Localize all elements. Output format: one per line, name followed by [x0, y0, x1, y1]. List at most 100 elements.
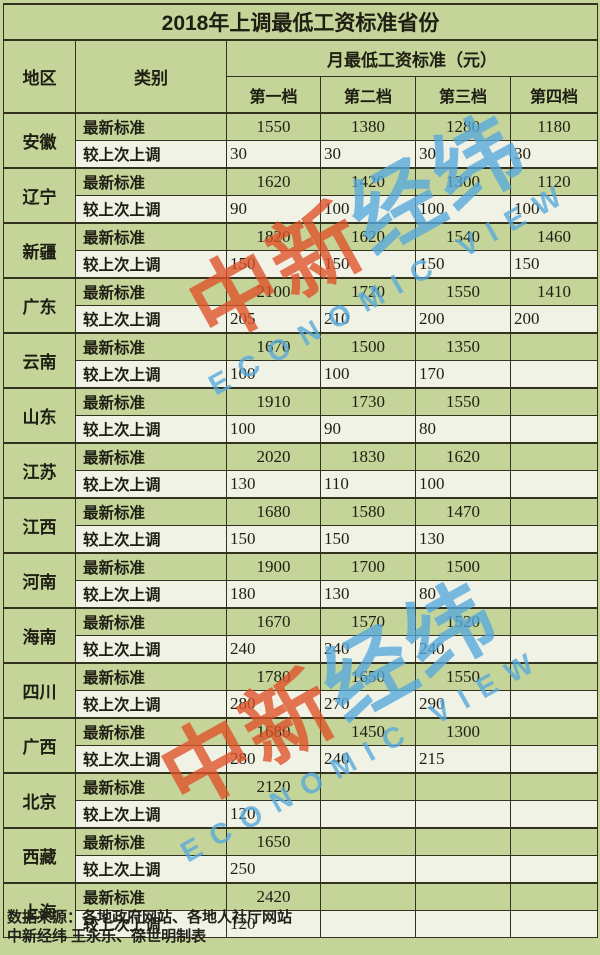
province-increase-row: 较上次上调 280 240 215: [4, 745, 598, 774]
standard-value-tier2: 1700: [320, 552, 416, 581]
increase-value-tier4: [510, 910, 598, 938]
standard-value-tier3: [415, 772, 511, 801]
header-row-tiers: 第一档 第二档 第三档 第四档: [4, 76, 598, 114]
province-name-cell: 西藏: [3, 827, 76, 884]
province-standard-row: 广东 最新标准 2100 1720 1550 1410: [3, 277, 598, 334]
increase-value-tier1: 205: [226, 305, 321, 334]
increase-label-cell: 较上次上调: [75, 690, 227, 719]
standard-value-tier1: 1650: [226, 827, 321, 856]
increase-value-tier3: 130: [415, 525, 511, 554]
province-increase-row: 较上次上调 205 210 200 200: [4, 305, 598, 334]
province-name-cell: 江苏: [3, 442, 76, 499]
increase-value-tier4: [510, 635, 598, 664]
increase-value-tier1: 30: [226, 140, 321, 169]
province-name-cell: 广西: [3, 717, 76, 774]
standard-value-tier3: 1550: [415, 662, 511, 691]
standard-value-tier1: 1620: [226, 167, 321, 196]
increase-value-tier2: 100: [320, 360, 416, 389]
province-standard-row: 西藏 最新标准 1650: [3, 827, 598, 884]
standard-value-tier4: [510, 442, 598, 471]
standard-label-cell: 最新标准: [75, 387, 227, 416]
increase-value-tier4: [510, 360, 598, 389]
increase-label-cell: 较上次上调: [75, 195, 227, 224]
min-wage-table: 2018年上调最低工资标准省份 地区 类别 月最低工资标准（元） 第一档 第二档…: [3, 3, 598, 938]
footer-credits: 数据来源：各地政府网站、各地人社厅网站 中新经纬 王永乐、徐世明制表: [7, 908, 292, 946]
increase-value-tier2: 90: [320, 415, 416, 444]
standard-value-tier4: [510, 662, 598, 691]
standard-value-tier3: 1300: [415, 167, 511, 196]
header-tier-1: 第一档: [226, 76, 321, 114]
increase-value-tier2: [320, 800, 416, 829]
standard-value-tier4: [510, 552, 598, 581]
standard-value-tier3: 1540: [415, 222, 511, 251]
province-standard-row: 安徽 最新标准 1550 1380 1280 1180: [3, 112, 598, 169]
province-name-cell: 河南: [3, 552, 76, 609]
increase-value-tier1: 120: [226, 910, 321, 938]
province-increase-row: 较上次上调 150 150 130: [4, 525, 598, 554]
standard-value-tier2: [320, 772, 416, 801]
standard-value-tier2: 1730: [320, 387, 416, 416]
increase-label-cell: 较上次上调: [75, 855, 227, 884]
standard-value-tier3: 1550: [415, 387, 511, 416]
standard-value-tier4: 1410: [510, 277, 598, 306]
province-increase-row: 较上次上调 90 100 100 100: [4, 195, 598, 224]
standard-label-cell: 最新标准: [75, 442, 227, 471]
standard-label-cell: 最新标准: [75, 717, 227, 746]
increase-value-tier1: 150: [226, 250, 321, 279]
increase-value-tier2: 240: [320, 745, 416, 774]
province-standard-row: 江苏 最新标准 2020 1830 1620: [3, 442, 598, 499]
standard-value-tier2: 1450: [320, 717, 416, 746]
increase-value-tier1: 120: [226, 800, 321, 829]
standard-value-tier2: 1720: [320, 277, 416, 306]
increase-value-tier3: 30: [415, 140, 511, 169]
province-name-cell: 新疆: [3, 222, 76, 279]
standard-value-tier2: 1830: [320, 442, 416, 471]
standard-value-tier3: [415, 882, 511, 911]
standard-value-tier1: 2100: [226, 277, 321, 306]
increase-label-cell: 较上次上调: [75, 415, 227, 444]
standard-label-cell: 最新标准: [75, 222, 227, 251]
increase-value-tier4: [510, 800, 598, 829]
increase-value-tier3: 215: [415, 745, 511, 774]
standard-value-tier1: 1670: [226, 332, 321, 361]
table-head-rows: 2018年上调最低工资标准省份 地区 类别 月最低工资标准（元） 第一档 第二档…: [3, 3, 598, 114]
standard-label-cell: 最新标准: [75, 662, 227, 691]
standard-value-tier3: 1620: [415, 442, 511, 471]
standard-value-tier3: 1520: [415, 607, 511, 636]
increase-value-tier2: 110: [320, 470, 416, 499]
increase-value-tier4: 150: [510, 250, 598, 279]
province-increase-row: 较上次上调 120: [4, 910, 598, 938]
increase-label-cell: 较上次上调: [75, 910, 227, 938]
province-increase-row: 较上次上调 100 90 80: [4, 415, 598, 444]
increase-value-tier2: 30: [320, 140, 416, 169]
table-body: 安徽 最新标准 1550 1380 1280 1180 较上次上调 30 30 …: [3, 112, 598, 938]
increase-value-tier2: 150: [320, 525, 416, 554]
standard-value-tier2: 1500: [320, 332, 416, 361]
increase-value-tier1: 130: [226, 470, 321, 499]
province-name-cell: 云南: [3, 332, 76, 389]
increase-value-tier4: [510, 690, 598, 719]
header-category: 类别: [75, 39, 227, 114]
province-increase-row: 较上次上调 250: [4, 855, 598, 884]
increase-value-tier3: 170: [415, 360, 511, 389]
province-standard-row: 山东 最新标准 1910 1730 1550: [3, 387, 598, 444]
province-standard-row: 海南 最新标准 1670 1570 1520: [3, 607, 598, 664]
standard-value-tier2: 1380: [320, 112, 416, 141]
standard-label-cell: 最新标准: [75, 552, 227, 581]
province-standard-row: 上海 最新标准 2420: [3, 882, 598, 938]
province-standard-row: 江西 最新标准 1680 1580 1470: [3, 497, 598, 554]
increase-value-tier2: 150: [320, 250, 416, 279]
province-standard-row: 辽宁 最新标准 1620 1420 1300 1120: [3, 167, 598, 224]
standard-value-tier4: [510, 387, 598, 416]
increase-label-cell: 较上次上调: [75, 580, 227, 609]
increase-label-cell: 较上次上调: [75, 305, 227, 334]
title-row: 2018年上调最低工资标准省份: [3, 3, 598, 41]
increase-value-tier2: 270: [320, 690, 416, 719]
province-standard-row: 新疆 最新标准 1820 1620 1540 1460: [3, 222, 598, 279]
province-name-cell: 四川: [3, 662, 76, 719]
increase-value-tier4: [510, 525, 598, 554]
increase-value-tier3: [415, 800, 511, 829]
increase-label-cell: 较上次上调: [75, 140, 227, 169]
increase-value-tier3: [415, 910, 511, 938]
